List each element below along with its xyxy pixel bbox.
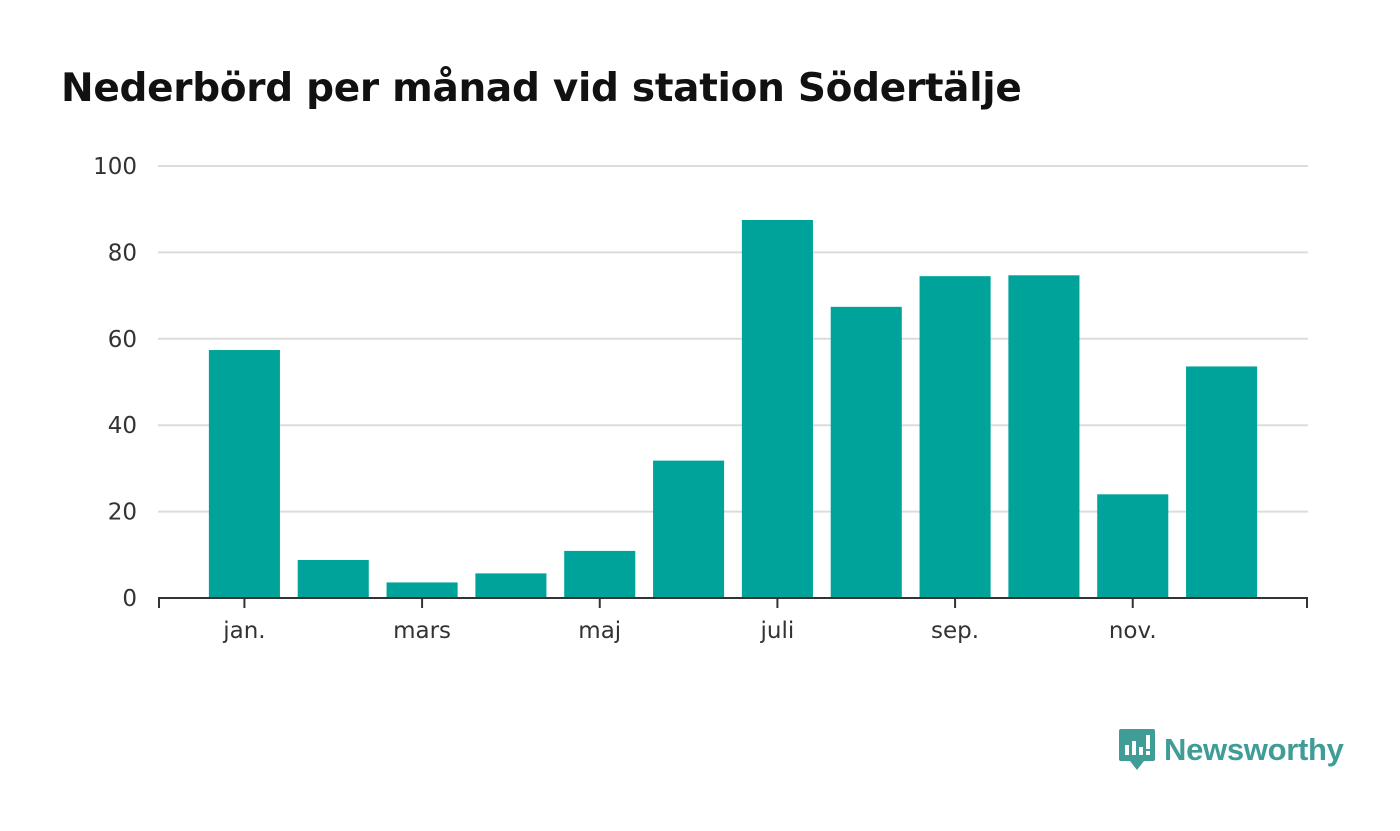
- bar-juni[interactable]: [653, 460, 725, 598]
- bar-chart-speech-bubble-icon: [1119, 729, 1155, 770]
- bar-aug[interactable]: [830, 306, 902, 598]
- bar-mars[interactable]: [386, 582, 458, 598]
- bar-dec[interactable]: [1186, 366, 1258, 598]
- x-tick-label-jan: jan.: [222, 618, 265, 644]
- newsworthy-logo: Newsworthy: [1118, 728, 1344, 772]
- y-tick-label-20: 20: [108, 500, 137, 526]
- y-tick-label-100: 100: [93, 154, 137, 180]
- bar-juli[interactable]: [741, 220, 813, 598]
- x-tick-label-sep: sep.: [931, 618, 979, 644]
- y-tick-label-0: 0: [122, 586, 137, 612]
- x-tick-label-nov: nov.: [1109, 618, 1157, 644]
- x-tick-label-juli: juli: [760, 618, 795, 644]
- bar-jan[interactable]: [208, 350, 280, 598]
- bar-maj[interactable]: [564, 550, 636, 598]
- y-tick-labels: 0 20 40 60 80 100: [93, 154, 137, 612]
- bar-feb[interactable]: [297, 559, 369, 598]
- chart-title: Nederbörd per månad vid station Södertäl…: [61, 66, 1022, 111]
- y-tick-label-80: 80: [108, 240, 137, 266]
- bar-nov[interactable]: [1097, 494, 1169, 598]
- gridlines: [158, 165, 1308, 513]
- brand-name: Newsworthy: [1164, 732, 1344, 767]
- y-tick-label-40: 40: [108, 413, 137, 439]
- x-axis: [158, 597, 1308, 608]
- x-tick-label-mars: mars: [393, 618, 451, 644]
- bar-sep[interactable]: [919, 276, 991, 598]
- y-tick-label-60: 60: [108, 327, 137, 353]
- x-tick-labels: jan. mars maj juli sep. nov.: [222, 618, 1156, 644]
- bar-apr[interactable]: [475, 573, 547, 598]
- bar-okt[interactable]: [1008, 275, 1080, 598]
- x-tick-label-maj: maj: [578, 618, 621, 644]
- bars: [208, 220, 1258, 598]
